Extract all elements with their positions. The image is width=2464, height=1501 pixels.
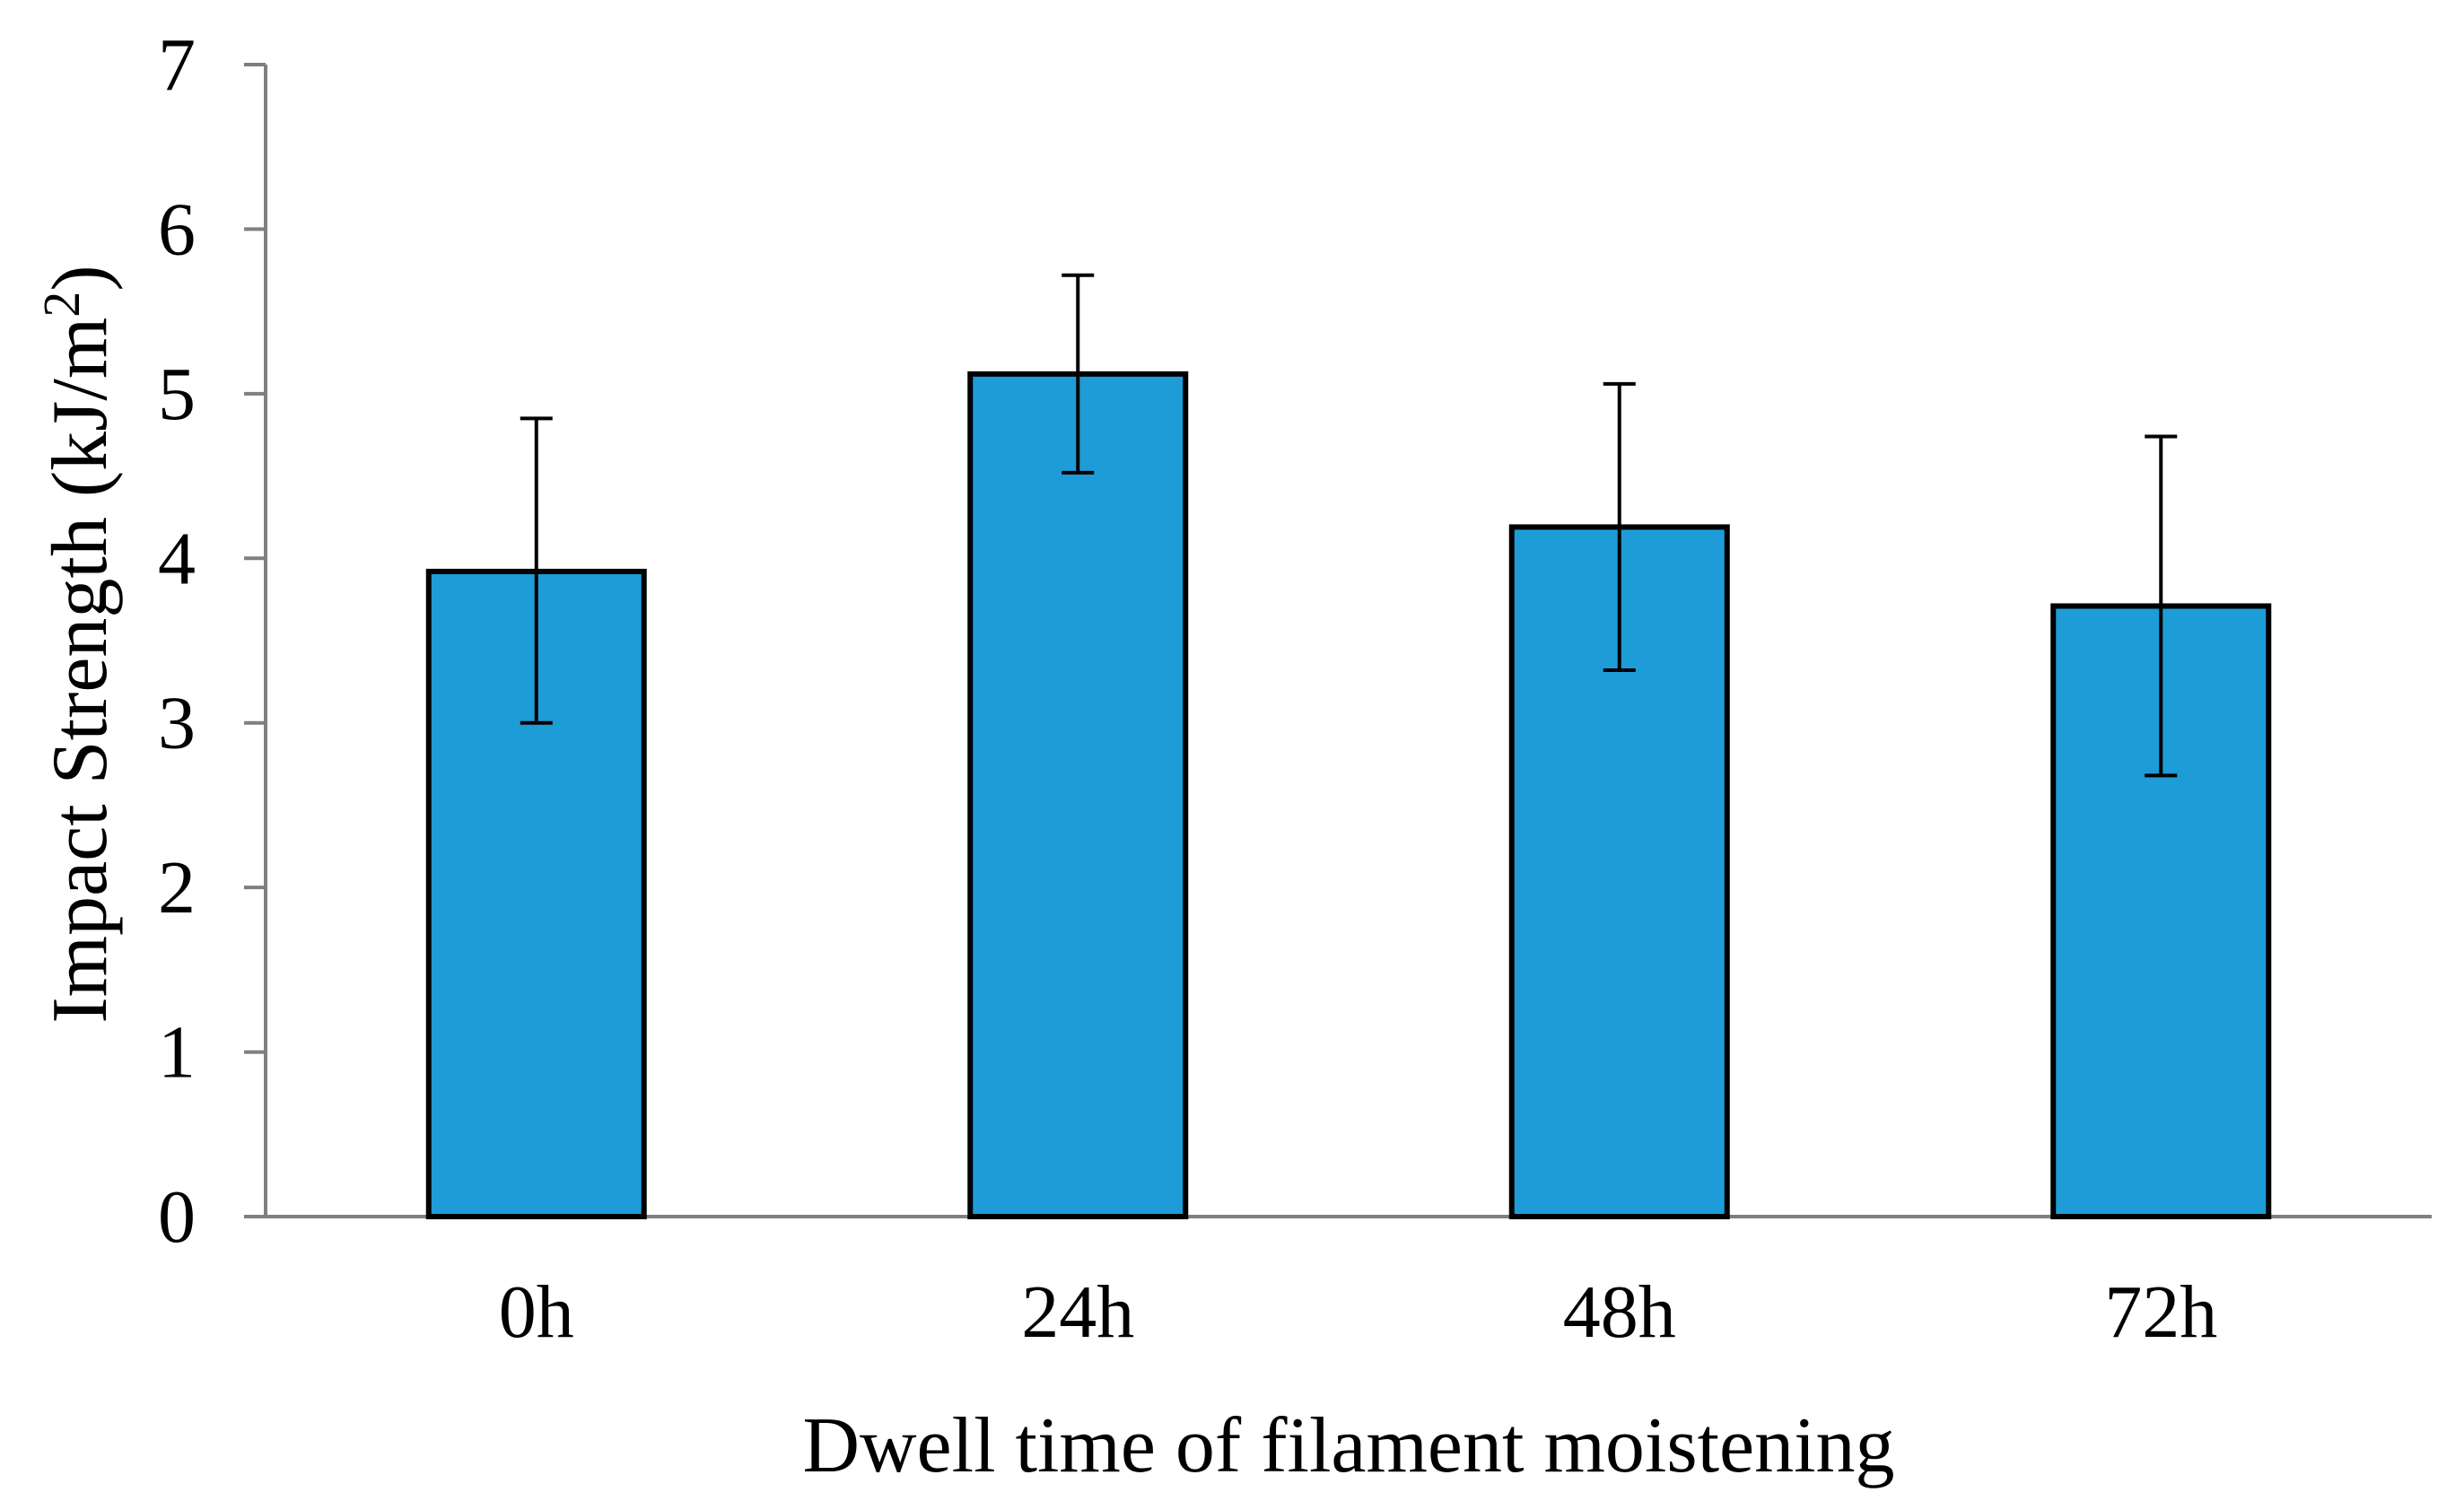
error-bar-72h [2145, 434, 2178, 778]
x-category-label: 0h [499, 1270, 574, 1354]
y-tick-label: 4 [158, 517, 196, 600]
error-bar-24h [1062, 273, 1095, 475]
y-tick-label: 2 [158, 846, 196, 929]
y-tick-label: 3 [158, 682, 196, 765]
x-axis-title: Dwell time of filament moistening [802, 1402, 1894, 1489]
x-category-label: 72h [2104, 1270, 2217, 1354]
y-axis-title-main: Impact Strength (kJ/m [37, 318, 124, 1024]
x-category-label: 24h [1021, 1270, 1134, 1354]
error-bar-48h [1603, 381, 1636, 673]
bar-72h [2050, 603, 2272, 1219]
y-tick-label: 1 [158, 1011, 196, 1095]
y-tick-label: 6 [158, 188, 196, 271]
y-axis-title: Impact Strength (kJ/m2) [32, 265, 124, 1023]
y-axis: 0 1 2 3 4 5 6 7 [158, 23, 267, 1259]
y-axis-title-superscript: 2 [32, 292, 91, 318]
y-tick-label: 7 [158, 23, 196, 107]
category-labels: 0h 24h 48h 72h [499, 1270, 2218, 1354]
error-bar-0h [520, 416, 553, 725]
y-tick-label: 5 [158, 353, 196, 436]
error-bar-series [520, 273, 2178, 778]
y-tick-label: 0 [158, 1175, 196, 1259]
bar-24h [967, 371, 1189, 1219]
y-axis-title-end: ) [37, 265, 124, 291]
bar-series [425, 371, 2272, 1219]
x-category-label: 48h [1563, 1270, 1676, 1354]
